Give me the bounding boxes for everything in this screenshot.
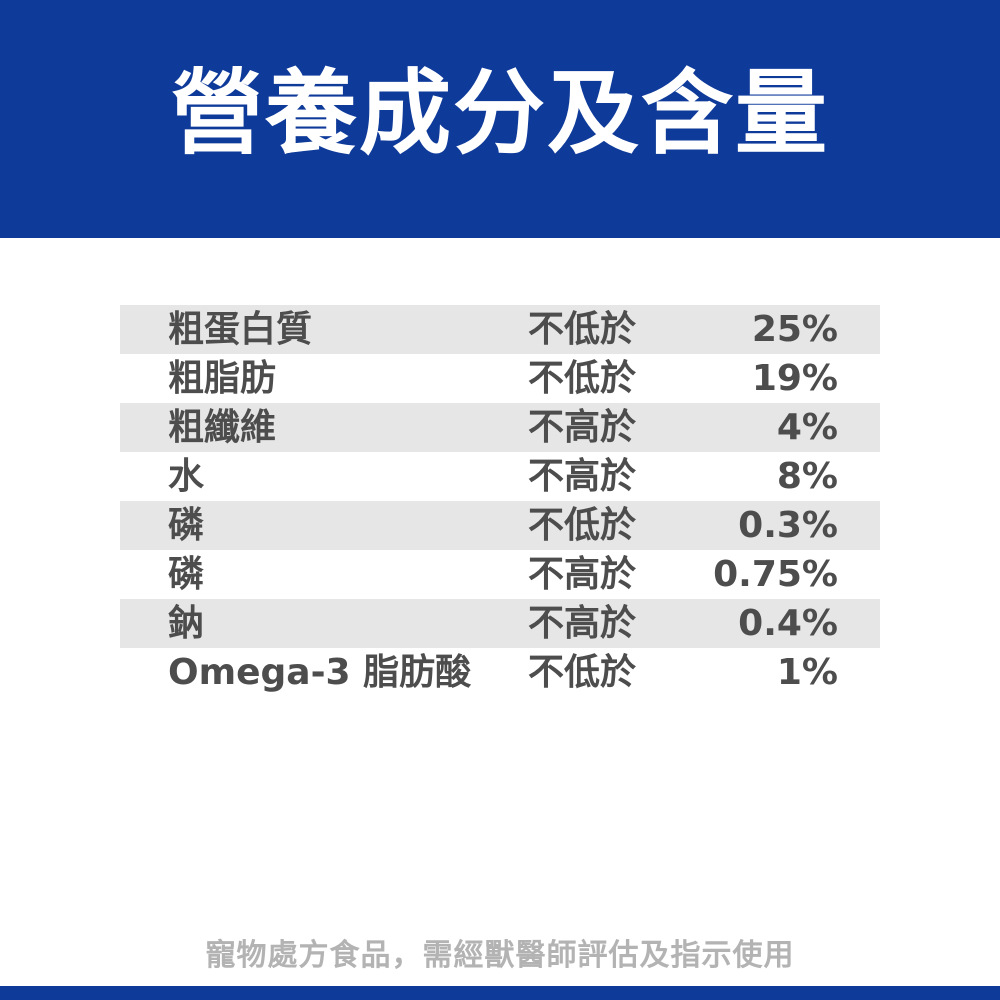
table-row: 粗脂肪 不低於 19% (120, 354, 880, 403)
nutrient-value: 25% (751, 308, 838, 350)
nutrient-name: 磷 (168, 553, 205, 595)
nutrient-condition: 不低於 (528, 504, 637, 546)
nutrient-condition: 不低於 (528, 357, 637, 399)
nutrient-name: 粗脂肪 (168, 357, 277, 399)
nutrient-name: 鈉 (168, 602, 205, 644)
table-row: 粗纖維 不高於 4% (120, 403, 880, 452)
nutrient-value: 19% (751, 357, 838, 399)
page-title: 營養成分及含量 (170, 60, 829, 167)
nutrient-condition: 不高於 (528, 553, 637, 595)
header-band: 營養成分及含量 (0, 0, 1000, 238)
nutrient-name: 磷 (168, 504, 205, 546)
nutrient-value: 0.75% (713, 553, 838, 595)
table-row: 磷 不低於 0.3% (120, 501, 880, 550)
nutrient-value: 4% (776, 406, 838, 448)
nutrient-condition: 不高於 (528, 455, 637, 497)
nutrient-value: 1% (776, 651, 838, 693)
nutrient-condition: 不低於 (528, 308, 637, 350)
nutrient-name: Omega-3 脂肪酸 (168, 651, 472, 693)
nutrient-condition: 不低於 (528, 651, 637, 693)
nutrient-value: 8% (776, 455, 838, 497)
nutrient-name: 粗蛋白質 (168, 308, 313, 350)
nutrition-table: 粗蛋白質 不低於 25% 粗脂肪 不低於 19% 粗纖維 不高於 4% 水 不高… (120, 305, 880, 697)
footer-band (0, 986, 1000, 1000)
footer-note: 寵物處方食品，需經獸醫師評估及指示使用 (205, 938, 795, 973)
table-row: 磷 不高於 0.75% (120, 550, 880, 599)
nutrient-name: 水 (168, 455, 205, 497)
nutrient-name: 粗纖維 (168, 406, 277, 448)
nutrient-condition: 不高於 (528, 406, 637, 448)
table-row: 鈉 不高於 0.4% (120, 599, 880, 648)
nutrient-value: 0.4% (738, 602, 838, 644)
table-row: 粗蛋白質 不低於 25% (120, 305, 880, 354)
nutrient-value: 0.3% (738, 504, 838, 546)
nutrient-condition: 不高於 (528, 602, 637, 644)
table-row: Omega-3 脂肪酸 不低於 1% (120, 648, 880, 697)
table-row: 水 不高於 8% (120, 452, 880, 501)
